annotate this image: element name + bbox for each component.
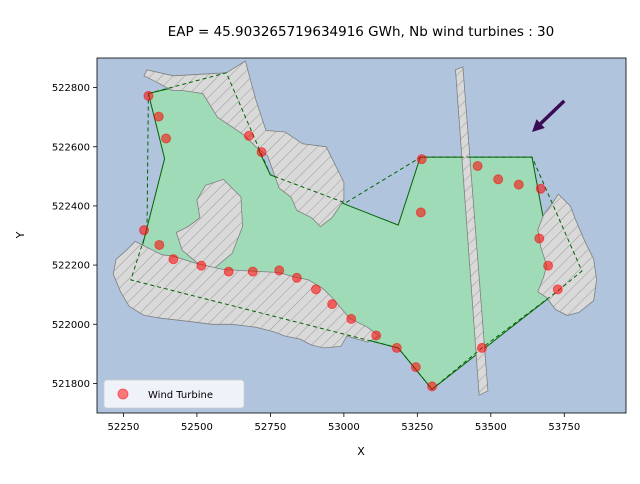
- turbine-points-layer: [139, 90, 563, 392]
- y-tick-label: 522400: [52, 201, 90, 212]
- turbine-point-28: [543, 260, 554, 271]
- y-axis-title: Y: [14, 231, 27, 239]
- turbine-point-22: [415, 207, 426, 218]
- x-tick-label: 52750: [254, 422, 286, 433]
- wind-arrow-head: [532, 119, 545, 132]
- turbine-point-5: [154, 239, 165, 250]
- plot-frame: [96, 57, 627, 414]
- turbine-point-3: [161, 133, 172, 144]
- legend: Wind Turbine: [103, 379, 245, 409]
- legend-box: [103, 379, 245, 409]
- turbine-point-14: [346, 313, 357, 324]
- y-tick-label: 522200: [52, 261, 90, 272]
- turbine-point-20: [256, 147, 267, 158]
- turbine-point-23: [472, 160, 483, 171]
- x-tick-label: 52500: [181, 422, 213, 433]
- y-tick-label: 522800: [52, 83, 90, 94]
- turbine-point-16: [391, 342, 402, 353]
- turbine-point-4: [139, 225, 150, 236]
- turbine-point-25: [513, 179, 524, 190]
- turbine-point-26: [535, 183, 546, 194]
- turbine-point-8: [223, 266, 234, 277]
- turbine-point-30: [476, 342, 487, 353]
- turbine-point-10: [274, 265, 285, 276]
- exclusion-zone-1: [143, 60, 345, 228]
- turbine-point-18: [427, 381, 438, 392]
- y-tick-label: 522600: [52, 142, 90, 153]
- x-tick-label: 53750: [548, 422, 580, 433]
- y-axis: 521800 522000 522200 522400 522600 522800: [52, 83, 97, 390]
- x-tick-label: 52250: [108, 422, 140, 433]
- turbine-point-19: [243, 130, 254, 141]
- turbine-point-1: [143, 90, 154, 101]
- turbine-point-17: [410, 362, 421, 373]
- turbine-point-21: [416, 154, 427, 165]
- turbine-point-13: [327, 299, 338, 310]
- exclusion-zone-5: [537, 193, 598, 316]
- chart-title: EAP = 45.903265719634916 GWh, Nb wind tu…: [168, 24, 554, 40]
- x-tick-label: 53000: [328, 422, 360, 433]
- y-tick-label: 521800: [52, 379, 90, 390]
- turbine-point-12: [310, 284, 321, 295]
- x-tick-label: 53500: [475, 422, 507, 433]
- turbine-point-9: [247, 266, 258, 277]
- wind-arrow-shaft: [539, 99, 566, 125]
- exclusion-zone-4: [455, 66, 489, 396]
- turbine-point-24: [493, 174, 504, 185]
- turbine-point-6: [168, 254, 179, 265]
- turbine-point-29: [552, 284, 563, 295]
- wind-direction-layer: [532, 99, 566, 132]
- dashed-boundary: [130, 72, 583, 391]
- turbine-point-2: [153, 111, 164, 122]
- turbine-point-11: [291, 272, 302, 283]
- x-tick-label: 53250: [401, 422, 433, 433]
- y-tick-label: 522000: [52, 320, 90, 331]
- x-axis: 52250 52500 52750 53000 53250 53500 53750: [108, 413, 580, 433]
- legend-label: Wind Turbine: [148, 390, 213, 401]
- turbine-point-15: [371, 330, 382, 341]
- dashed-boundary-layer: [130, 72, 583, 391]
- turbine-point-27: [534, 233, 545, 244]
- exclusion-zones-layer: [112, 60, 598, 396]
- turbine-point-7: [196, 260, 207, 271]
- exclusion-zone-3: [112, 240, 380, 349]
- legend-marker: [117, 388, 129, 400]
- x-axis-title: X: [357, 445, 365, 458]
